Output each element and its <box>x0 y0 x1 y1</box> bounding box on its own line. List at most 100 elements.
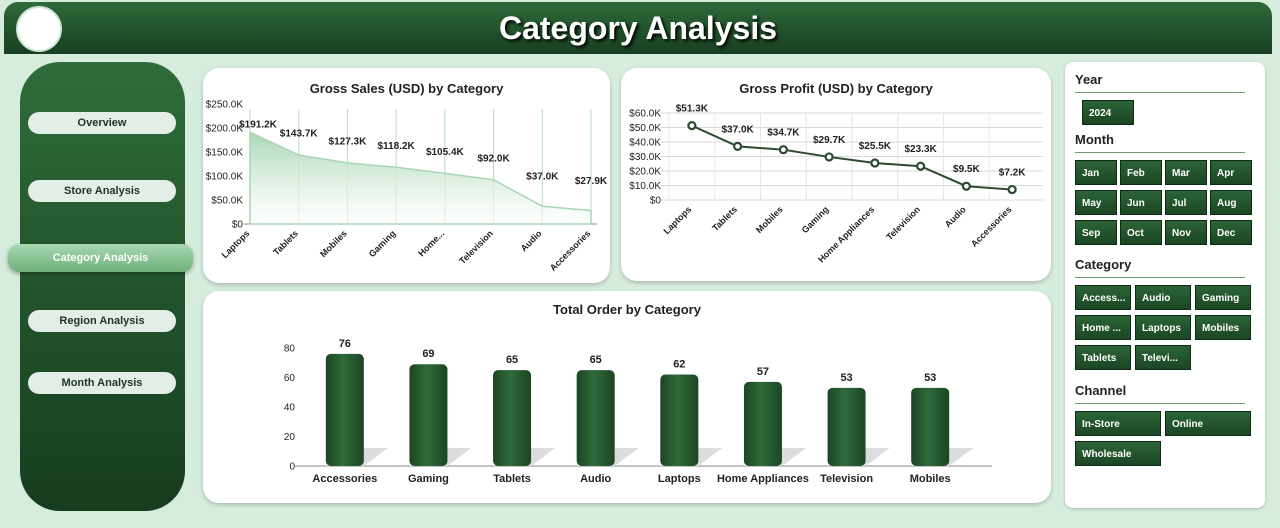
data-label: $27.9K <box>575 176 608 187</box>
data-label: 76 <box>339 338 351 350</box>
data-label: $9.5K <box>953 164 980 175</box>
chart-title: Total Order by Category <box>553 302 702 317</box>
nav-button[interactable]: Store Analysis <box>28 180 176 202</box>
data-label: 65 <box>590 354 602 366</box>
data-label: $23.3K <box>905 144 938 155</box>
slicer-icon <box>1193 381 1253 399</box>
slicer-button[interactable]: May <box>1075 190 1117 215</box>
page-title: Category Analysis <box>498 10 778 46</box>
slicer-button[interactable]: Mobiles <box>1195 315 1251 340</box>
data-label: $105.4K <box>426 147 465 158</box>
y-tick-label: $10.0K <box>629 181 661 192</box>
bar <box>827 387 866 466</box>
slicer-icon <box>1193 70 1253 88</box>
data-label: $127.3K <box>329 136 368 147</box>
slicer-separator <box>1075 152 1245 153</box>
slicer-button[interactable]: Online <box>1165 411 1251 436</box>
nav-button[interactable]: Month Analysis <box>28 372 176 394</box>
slicer-button[interactable]: Wholesale <box>1075 441 1161 466</box>
y-tick-label: $0 <box>650 196 662 207</box>
slicer-button[interactable]: Televi... <box>1135 345 1191 370</box>
y-tick-label: 40 <box>284 403 296 414</box>
chart-panel: Total Order by Category 0 20 40 60 80 Accessor… <box>203 291 1051 503</box>
x-tick-label: Tablets <box>493 473 531 485</box>
slicer-button[interactable]: Jul <box>1165 190 1207 215</box>
y-tick-label: 60 <box>284 373 296 384</box>
slicer-button[interactable]: Laptops <box>1135 315 1191 340</box>
data-label: $7.2K <box>999 168 1026 179</box>
slicer-button[interactable]: Dec <box>1210 220 1252 245</box>
data-label: $51.3K <box>676 104 709 115</box>
slicer-button[interactable]: Mar <box>1165 160 1207 185</box>
slicer-button[interactable]: Nov <box>1165 220 1207 245</box>
bar <box>911 387 950 466</box>
x-tick-label: Audio <box>519 228 544 253</box>
y-tick-label: $50.0K <box>629 123 661 134</box>
slicer-button[interactable]: Sep <box>1075 220 1117 245</box>
nav-button[interactable]: Category Analysis <box>8 244 193 272</box>
y-tick-label: $50.0K <box>211 196 243 207</box>
x-tick-label: Laptops <box>658 473 701 485</box>
y-tick-label: $200.0K <box>206 124 244 135</box>
bar <box>493 370 532 466</box>
data-label: $37.0K <box>722 124 755 135</box>
data-label: 62 <box>673 359 685 371</box>
slicer-button[interactable]: Access... <box>1075 285 1131 310</box>
header-bar: Category Analysis <box>4 2 1272 54</box>
data-label: 53 <box>840 372 852 384</box>
slicer-button[interactable]: Jan <box>1075 160 1117 185</box>
data-label: $143.7K <box>280 129 319 140</box>
slicer-title: Channel <box>1075 383 1127 398</box>
nav-button[interactable]: Region Analysis <box>28 310 176 332</box>
line <box>691 124 1013 191</box>
marker <box>961 181 971 191</box>
chart: Gross Profit (USD) by Category $0 $10.0K $2… <box>629 81 1043 265</box>
bar <box>743 381 782 466</box>
area <box>249 131 592 225</box>
slicer-button[interactable]: 2024 <box>1082 100 1134 125</box>
bar <box>660 374 699 466</box>
chart-panel: Gross Sales (USD) by Category $0 $50.0K $10… <box>203 68 610 283</box>
x-tick-label: Audio <box>943 204 968 229</box>
data-label: $92.0K <box>477 153 510 164</box>
x-tick-label: Mobiles <box>754 204 785 235</box>
slicer-button[interactable]: Oct <box>1120 220 1162 245</box>
slicer-title: Month <box>1075 132 1114 147</box>
x-tick-label: Home Appliances <box>717 473 809 485</box>
x-tick-label: Laptops <box>220 228 252 260</box>
slicer-button[interactable]: Gaming <box>1195 285 1251 310</box>
x-tick-label: Accessories <box>969 204 1014 249</box>
slicer-button[interactable]: Feb <box>1120 160 1162 185</box>
data-label: 57 <box>757 366 769 378</box>
marker <box>870 158 880 168</box>
bar <box>325 353 364 466</box>
slicer-button[interactable]: Home ... <box>1075 315 1131 340</box>
chart: Gross Sales (USD) by Category $0 $50.0K $10… <box>206 81 608 273</box>
chart-title: Gross Sales (USD) by Category <box>310 81 504 96</box>
slicer-button[interactable]: Apr <box>1210 160 1252 185</box>
data-label: 53 <box>924 372 936 384</box>
slicer-title: Year <box>1075 72 1103 87</box>
slicer-button[interactable]: Tablets <box>1075 345 1131 370</box>
y-tick-label: $250.0K <box>206 100 244 111</box>
data-label: $34.7K <box>767 128 800 139</box>
x-tick-label: Tablets <box>710 204 739 233</box>
nav-button[interactable]: Overview <box>28 112 176 134</box>
slicer-separator <box>1075 277 1245 278</box>
y-tick-label: $20.0K <box>629 167 661 178</box>
slicer-button[interactable]: Audio <box>1135 285 1191 310</box>
x-tick-label: Laptops <box>661 204 693 236</box>
x-tick-label: Gaming <box>800 204 831 235</box>
slicer-button[interactable]: Jun <box>1120 190 1162 215</box>
y-tick-label: $0 <box>232 220 244 231</box>
y-tick-label: 0 <box>289 462 295 473</box>
slicer-button[interactable]: Aug <box>1210 190 1252 215</box>
x-tick-label: Mobiles <box>318 228 349 259</box>
slicer-separator <box>1075 403 1245 404</box>
data-label: $29.7K <box>813 135 846 146</box>
marker <box>1007 184 1017 195</box>
slicer-icon <box>1193 255 1253 273</box>
slicer-button[interactable]: In-Store <box>1075 411 1161 436</box>
slicer-panel: Year 2024 Month Jan Feb Mar Apr May Jun Jul Aug Sep… <box>1065 62 1265 508</box>
